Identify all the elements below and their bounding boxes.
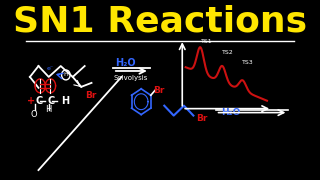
Text: TS3: TS3 [242, 60, 254, 65]
Text: C: C [47, 96, 54, 106]
Text: Br: Br [196, 114, 207, 123]
Text: H₂O: H₂O [222, 108, 241, 117]
Text: H₂O: H₂O [116, 58, 136, 68]
Text: H: H [45, 105, 52, 114]
Text: e⁻: e⁻ [47, 66, 54, 71]
Text: O: O [31, 110, 37, 119]
Text: Br: Br [153, 86, 164, 95]
Text: Solvolysis: Solvolysis [114, 75, 148, 81]
Text: H: H [63, 72, 68, 77]
Text: TS1: TS1 [201, 39, 213, 44]
Text: Br: Br [85, 91, 96, 100]
Text: TS2: TS2 [222, 50, 233, 55]
Text: H: H [61, 96, 69, 106]
Text: C: C [35, 96, 42, 106]
Text: SN1 Reactions: SN1 Reactions [13, 4, 307, 38]
Text: +: + [27, 96, 36, 106]
